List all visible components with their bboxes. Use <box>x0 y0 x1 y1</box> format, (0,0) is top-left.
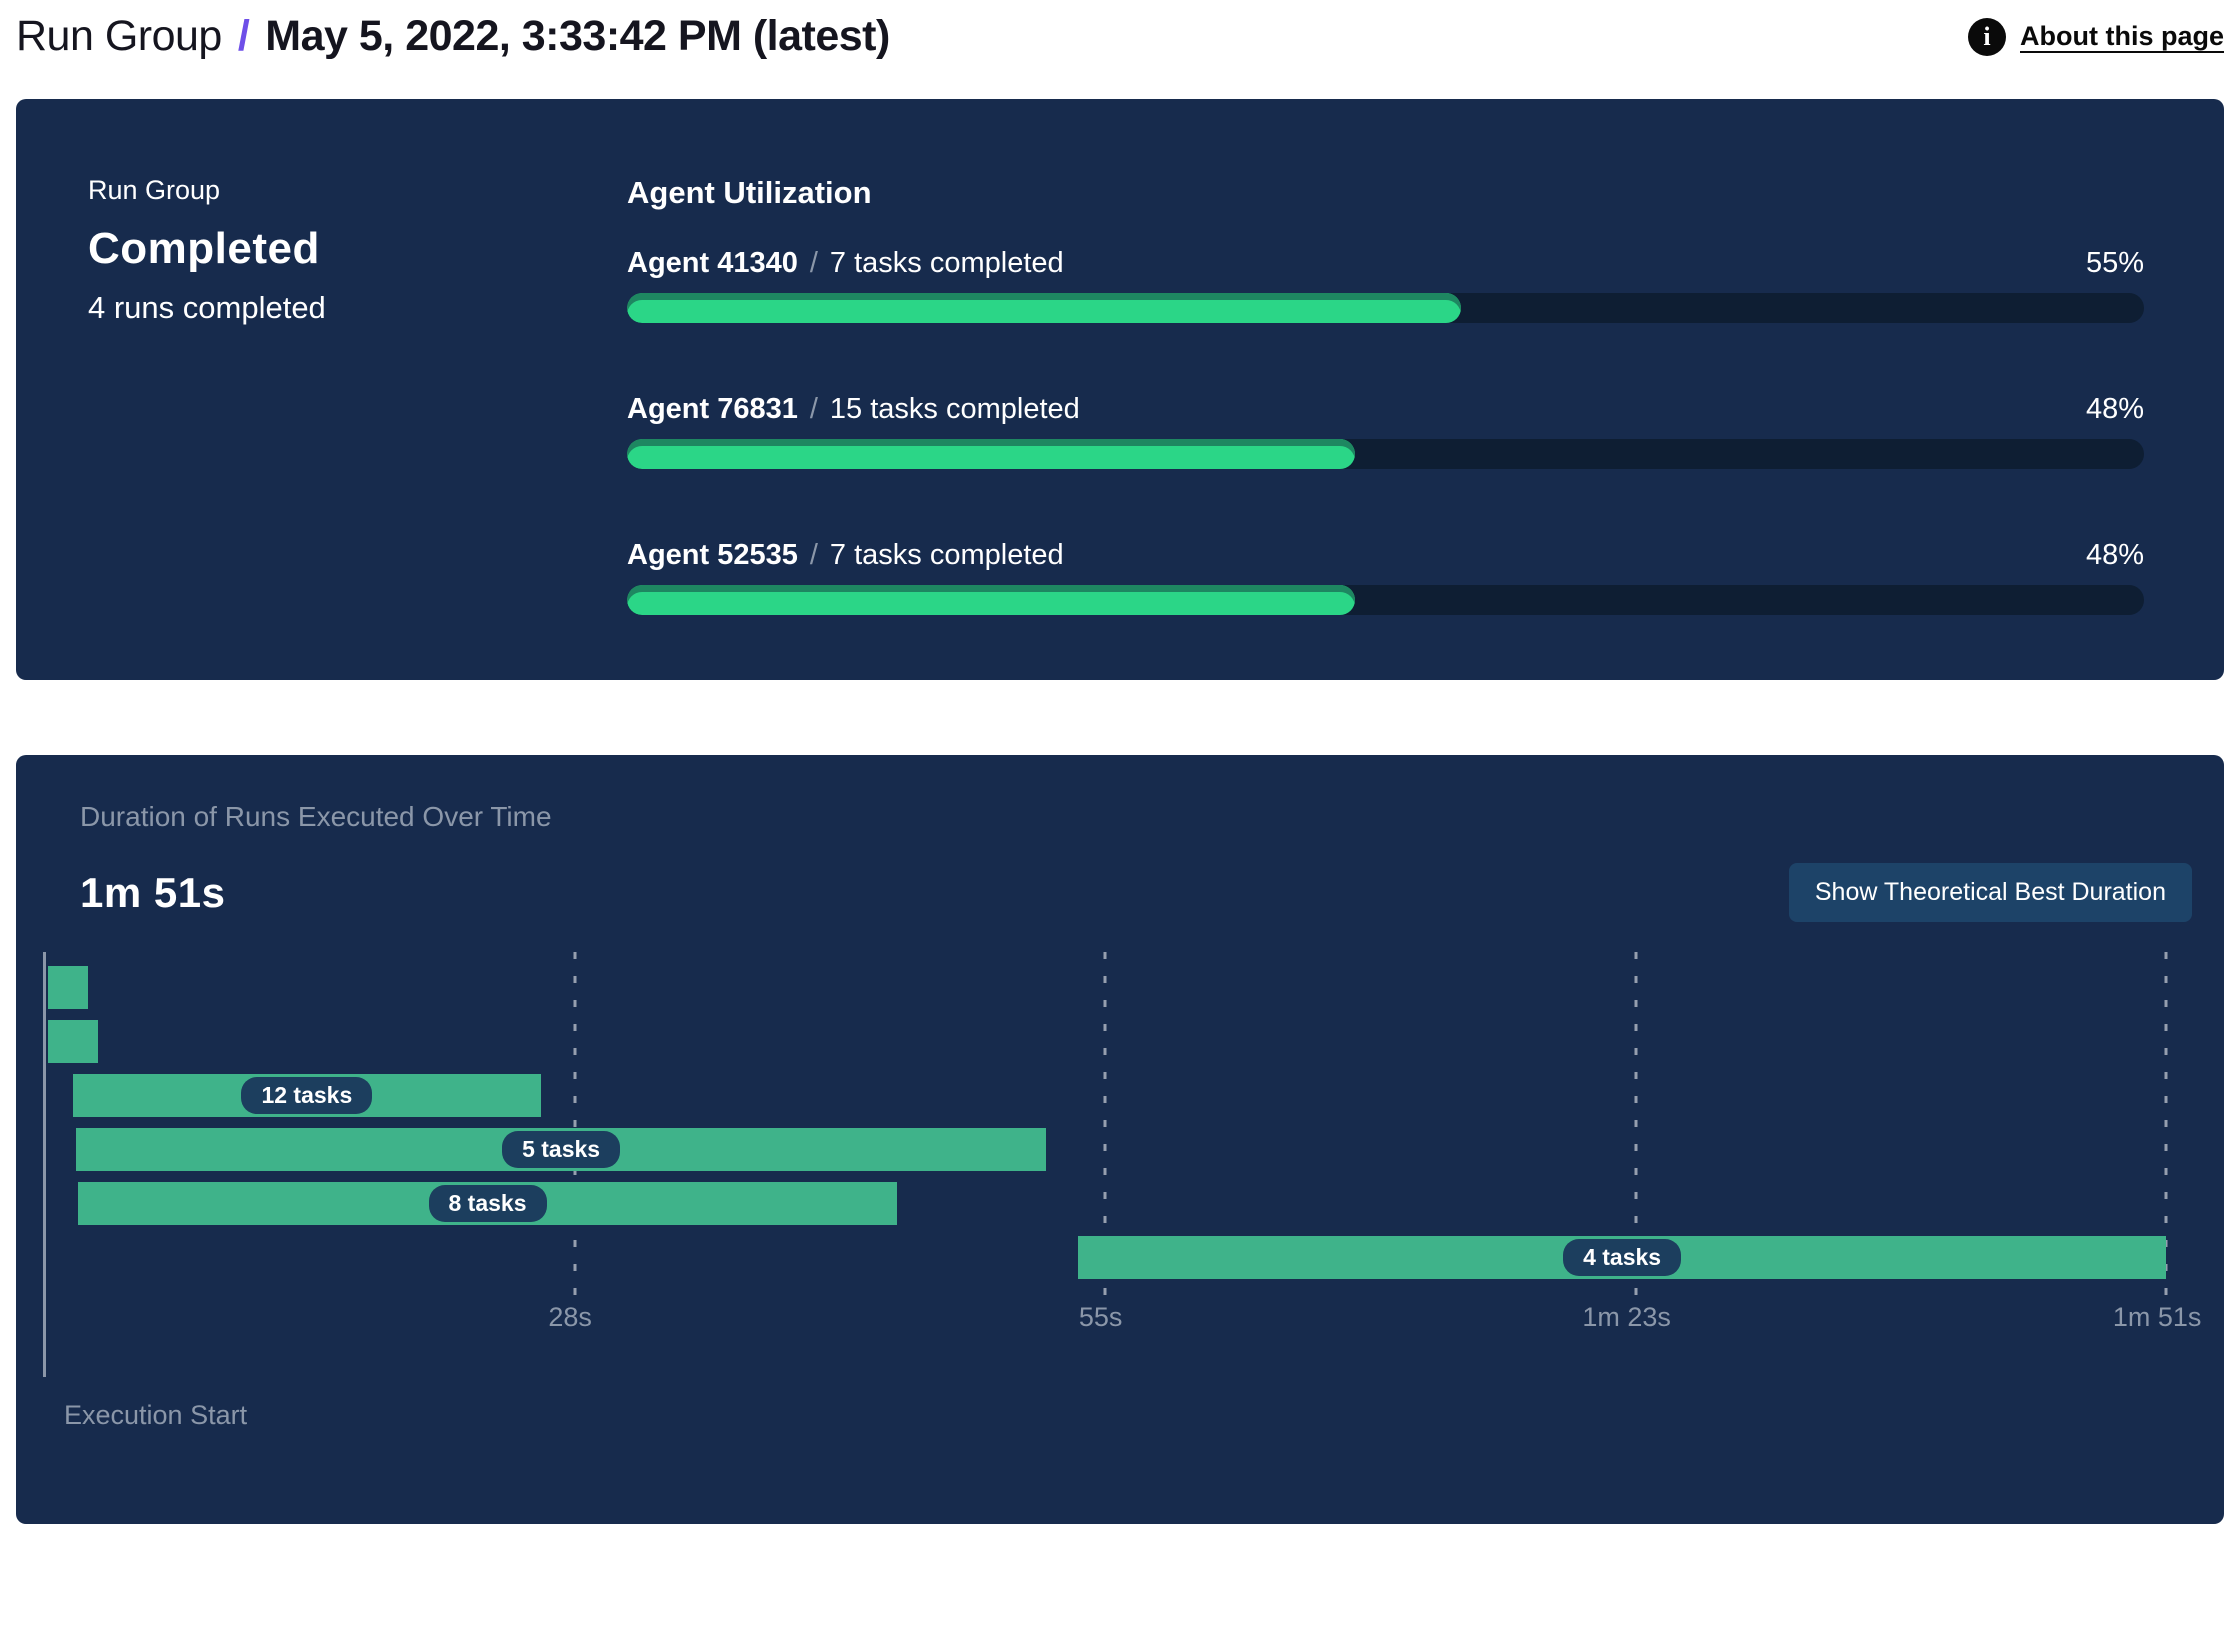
gantt-run-bar[interactable] <box>47 1020 98 1063</box>
axis-tick-label: 1m 23s <box>1582 1302 1671 1332</box>
status-text: Completed <box>88 224 320 273</box>
gantt-run-bar[interactable]: 8 tasks <box>78 1182 897 1225</box>
run-group-status-block: Run Group Completed 4 runs completed <box>88 175 627 620</box>
agent-utilization-percent: 48% <box>2085 539 2144 571</box>
gantt-run-bar[interactable]: 4 tasks <box>1078 1236 2166 1279</box>
utilization-progress-fill <box>627 293 1462 323</box>
page-title: May 5, 2022, 3:33:42 PM (latest) <box>265 12 890 60</box>
gantt-run-bar[interactable]: 5 tasks <box>76 1128 1046 1171</box>
info-icon[interactable]: i <box>1968 17 2006 56</box>
gantt-gridline <box>2164 952 2168 1297</box>
execution-start-label: Execution Start <box>64 1400 248 1430</box>
agent-name: Agent 76831 <box>627 393 798 425</box>
agent-name: Agent 41340 <box>627 247 798 279</box>
duration-chart-card: Duration of Runs Executed Over Time 1m 5… <box>16 755 2224 1524</box>
gantt-run-bar[interactable] <box>47 966 88 1009</box>
duration-gantt-chart: 28s 55s 1m 23s 1m 51s 12 tasks 5 tasks 8 tasks… <box>43 952 2201 1377</box>
agent-separator: / <box>809 393 818 425</box>
agent-row-label: Agent 41340 / 7 tasks completed 55% <box>627 247 2144 280</box>
agent-row-label: Agent 52535 / 7 tasks completed 48% <box>627 539 2144 572</box>
agent-utilization-row: Agent 52535 / 7 tasks completed 48% <box>627 539 2144 615</box>
agent-utilization-row: Agent 76831 / 15 tasks completed 48% <box>627 393 2144 469</box>
axis-tick-label: 28s <box>548 1302 592 1332</box>
run-group-label: Run Group <box>88 175 221 205</box>
task-count-badge: 5 tasks <box>502 1131 621 1168</box>
utilization-progress-track <box>627 439 2144 469</box>
utilization-progress-track <box>627 585 2144 615</box>
agent-tasks-completed: 7 tasks completed <box>829 247 1064 279</box>
gantt-gridline <box>573 952 576 1297</box>
agent-tasks-completed: 15 tasks completed <box>829 393 1080 425</box>
gantt-gridline <box>1103 952 1107 1297</box>
runs-completed-text: 4 runs completed <box>88 290 326 325</box>
task-count-badge: 8 tasks <box>428 1185 547 1222</box>
agent-separator: / <box>809 247 818 279</box>
breadcrumb-run-group[interactable]: Run Group <box>16 12 222 60</box>
agent-tasks-completed: 7 tasks completed <box>829 539 1064 571</box>
agent-utilization-row: Agent 41340 / 7 tasks completed 55% <box>627 247 2144 323</box>
agent-name: Agent 52535 <box>627 539 798 571</box>
task-count-badge: 12 tasks <box>241 1077 373 1114</box>
about-this-page-link[interactable]: i About this page <box>1968 17 2224 56</box>
total-duration-value: 1m 51s <box>80 868 226 916</box>
agent-utilization-heading: Agent Utilization <box>627 175 872 210</box>
show-theoretical-best-duration-button[interactable]: Show Theoretical Best Duration <box>1788 863 2192 922</box>
task-count-badge: 4 tasks <box>1563 1239 1682 1276</box>
duration-chart-title: Duration of Runs Executed Over Time <box>80 801 552 832</box>
agent-row-label: Agent 76831 / 15 tasks completed 48% <box>627 393 2144 426</box>
utilization-progress-fill <box>627 585 1356 615</box>
breadcrumb: Run Group / May 5, 2022, 3:33:42 PM (lat… <box>16 12 890 61</box>
agent-separator: / <box>809 539 818 571</box>
run-group-summary-card: Run Group Completed 4 runs completed Age… <box>16 99 2224 680</box>
agent-utilization-percent: 55% <box>2085 247 2144 279</box>
agent-utilization-block: Agent Utilization Agent 41340 / 7 tasks … <box>627 175 2144 620</box>
execution-start-axis-line <box>43 952 46 1377</box>
breadcrumb-separator: / <box>237 12 250 60</box>
agent-utilization-percent: 48% <box>2085 393 2144 425</box>
utilization-progress-track <box>627 293 2144 323</box>
about-link-label: About this page <box>2020 21 2224 51</box>
duration-head-row: 1m 51s Show Theoretical Best Duration <box>80 863 2192 922</box>
gantt-gridline <box>1634 952 1637 1297</box>
axis-tick-label: 55s <box>1078 1302 1123 1332</box>
utilization-progress-fill <box>627 439 1356 469</box>
gantt-run-bar[interactable]: 12 tasks <box>72 1074 542 1117</box>
axis-tick-label: 1m 51s <box>2112 1302 2202 1332</box>
page-header: Run Group / May 5, 2022, 3:33:42 PM (lat… <box>0 0 2240 61</box>
